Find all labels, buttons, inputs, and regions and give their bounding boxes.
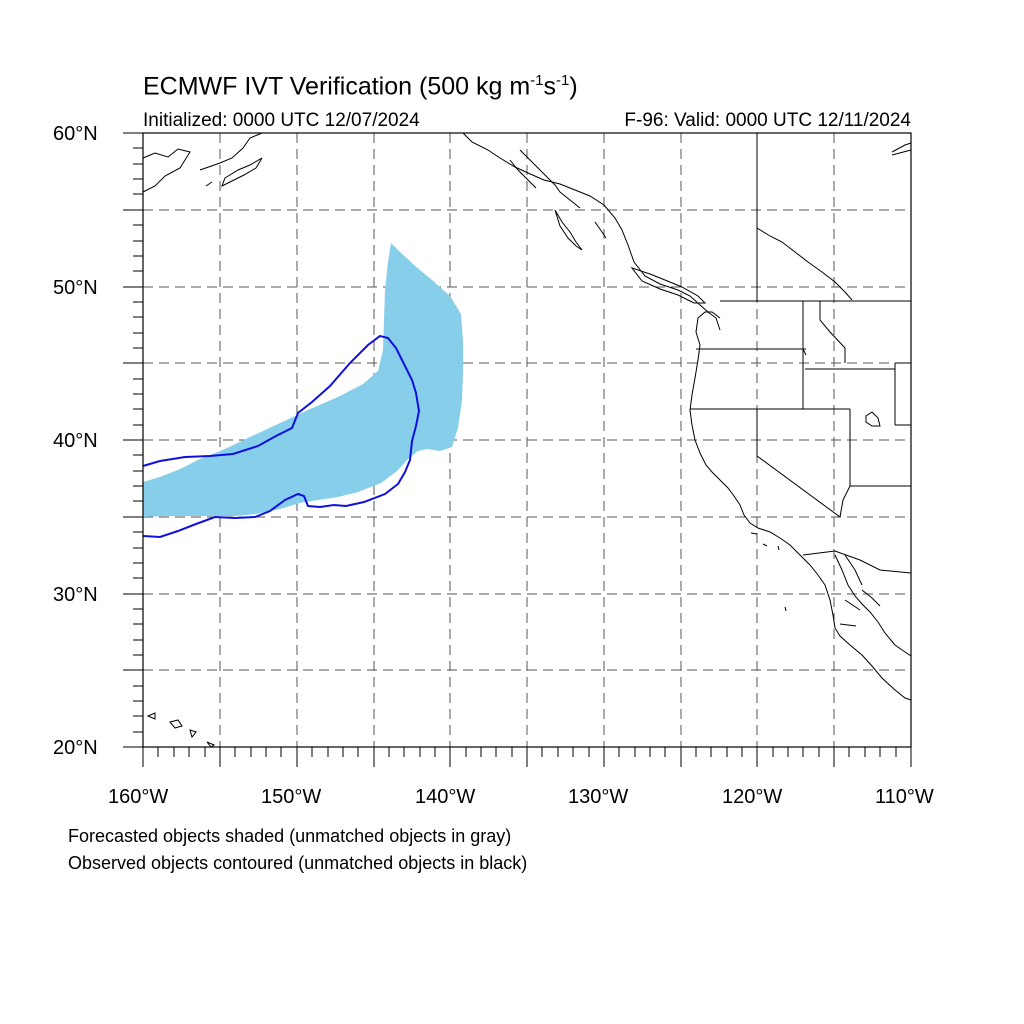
observed-note: Observed objects contoured (unmatched ob…	[68, 853, 528, 873]
forecast-object	[143, 243, 463, 517]
lon-label-120w: 120°W	[722, 786, 783, 808]
lat-label-40n: 40°N	[53, 430, 98, 452]
observed-object-contour	[142, 334, 421, 539]
lon-label-160w: 160°W	[108, 786, 169, 808]
lat-label-20n: 20°N	[53, 737, 98, 759]
tick-marks	[123, 132, 912, 767]
initialized-label: Initialized: 0000 UTC 12/07/2024	[143, 110, 420, 131]
forecast-note: Forecasted objects shaded (unmatched obj…	[68, 826, 512, 846]
map-title: ECMWF IVT Verification (500 kg m-1s-1)	[143, 72, 578, 101]
lon-label-110w: 110°W	[875, 786, 934, 808]
lat-label-60n: 60°N	[53, 123, 98, 145]
lon-label-140w: 140°W	[415, 786, 476, 808]
political-borders	[690, 133, 912, 586]
lat-label-30n: 30°N	[53, 584, 98, 606]
lon-label-130w: 130°W	[568, 786, 629, 808]
valid-time-label: F-96: Valid: 0000 UTC 12/11/2024	[624, 110, 911, 131]
lon-label-150w: 150°W	[261, 786, 322, 808]
coastlines	[142, 132, 912, 748]
lat-label-50n: 50°N	[53, 277, 98, 299]
